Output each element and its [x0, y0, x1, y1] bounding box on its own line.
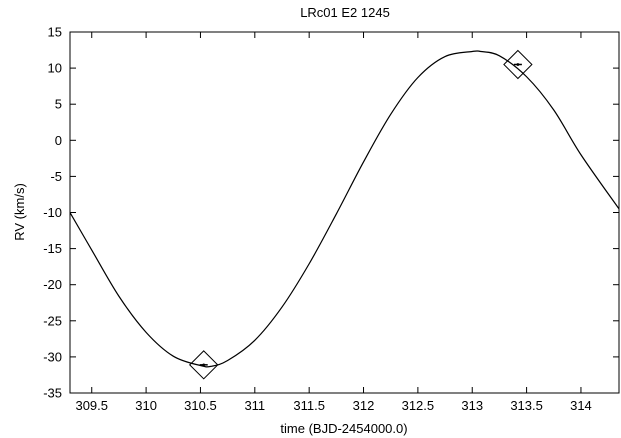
rv-model-curve: [70, 50, 619, 368]
data-point-marker: [189, 350, 219, 380]
x-tick-label: 312.5: [402, 398, 435, 413]
y-tick-label: -30: [43, 349, 62, 364]
data-point-marker: [503, 49, 533, 80]
x-tick-label: 314: [570, 398, 592, 413]
y-tick-label: -25: [43, 313, 62, 328]
y-tick-label: -10: [43, 205, 62, 220]
x-tick-label: 310.5: [184, 398, 217, 413]
x-tick-label: 313.5: [510, 398, 543, 413]
x-tick-label: 309.5: [75, 398, 108, 413]
x-tick-label: 312: [353, 398, 375, 413]
plot-area: [70, 49, 619, 380]
x-tick-label: 313: [461, 398, 483, 413]
y-axis-label: RV (km/s): [12, 183, 27, 241]
x-tick-label: 310: [135, 398, 157, 413]
chart-title: LRc01 E2 1245: [300, 5, 390, 20]
data-point-center: [202, 363, 206, 367]
data-point-center: [516, 63, 520, 66]
y-tick-label: 10: [48, 61, 62, 76]
x-axis-label: time (BJD-2454000.0): [280, 421, 407, 436]
y-tick-label: -15: [43, 241, 62, 256]
y-tick-label: -20: [43, 277, 62, 292]
y-tick-label: 15: [48, 25, 62, 40]
y-tick-label: 0: [55, 133, 62, 148]
y-tick-label: 5: [55, 97, 62, 112]
x-tick-label: 311: [244, 398, 265, 413]
axis-ticks: 309.5 310 310.5 311 311.5 312 312.5 313 313.5 314…: [43, 25, 619, 413]
x-tick-label: 311.5: [293, 398, 325, 413]
y-tick-label: -5: [50, 169, 62, 184]
y-tick-label: -35: [43, 386, 62, 401]
